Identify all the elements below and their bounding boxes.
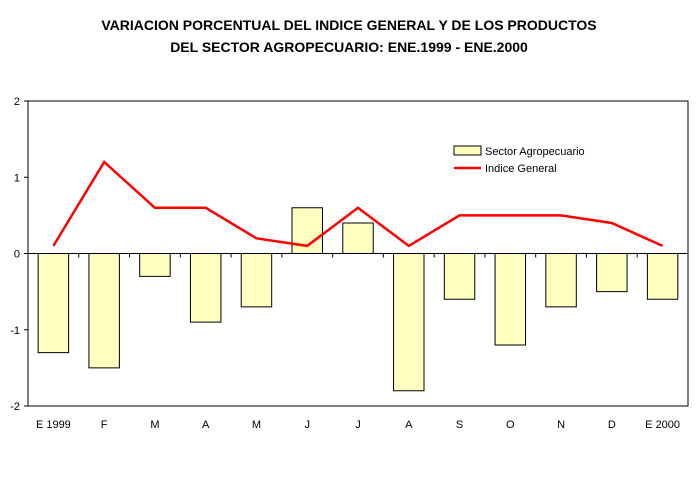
- y-tick-label: -1: [10, 325, 20, 337]
- x-tick-label: S: [456, 419, 463, 431]
- bar-sector-agropecuario: [443, 253, 476, 300]
- bar-sector-agropecuario: [646, 253, 679, 300]
- x-tick-label: M: [252, 419, 261, 431]
- bar-sector-agropecuario: [393, 253, 425, 392]
- y-tick-label: 2: [14, 96, 20, 108]
- x-tick-label: A: [405, 419, 413, 431]
- y-tick-label: -2: [10, 401, 20, 413]
- line-indice-general: [52, 160, 664, 248]
- chart-title-line-2: DEL SECTOR AGROPECUARIO: ENE.1999 - ENE.…: [170, 39, 528, 55]
- x-tick-label: E 2000: [645, 419, 680, 431]
- bar-sector-agropecuario: [240, 253, 273, 308]
- bar-sector-agropecuario: [342, 222, 374, 254]
- chart-title: VARIACION PORCENTUAL DEL INDICE GENERAL …: [0, 14, 698, 58]
- legend-label-sector-agropecuario: Sector Agropecuario: [485, 146, 585, 158]
- x-tick-label: N: [557, 419, 565, 431]
- x-tick-label: O: [506, 419, 515, 431]
- legend-label-indice-general: Indice General: [485, 163, 557, 175]
- y-tick-label: 0: [14, 249, 20, 261]
- x-tick-label: F: [101, 419, 108, 431]
- y-tick-label: 1: [14, 172, 20, 184]
- bar-sector-agropecuario: [596, 253, 628, 293]
- bar-sector-agropecuario: [88, 253, 120, 369]
- bar-sector-agropecuario: [37, 253, 70, 354]
- chart-title-line-1: VARIACION PORCENTUAL DEL INDICE GENERAL …: [101, 17, 597, 33]
- x-tick-label: J: [355, 419, 361, 431]
- x-tick-label: A: [202, 419, 210, 431]
- x-tick-label: M: [150, 419, 159, 431]
- plot-area: -2 -1 0 1 2 E 1999 F M A M J J A S O N D E 2000: [10, 96, 689, 431]
- legend-swatch-sector-agropecuario: [453, 145, 482, 156]
- legend: Sector Agropecuario Indice General: [453, 145, 585, 175]
- bar-sector-agropecuario: [189, 253, 222, 323]
- bar-sector-agropecuario: [139, 253, 171, 277]
- x-tick-label: D: [608, 419, 616, 431]
- bar-sector-agropecuario: [545, 253, 577, 308]
- bar-sector-agropecuario: [494, 253, 527, 346]
- x-tick-label: E 1999: [36, 419, 71, 431]
- x-tick-label: J: [304, 419, 310, 431]
